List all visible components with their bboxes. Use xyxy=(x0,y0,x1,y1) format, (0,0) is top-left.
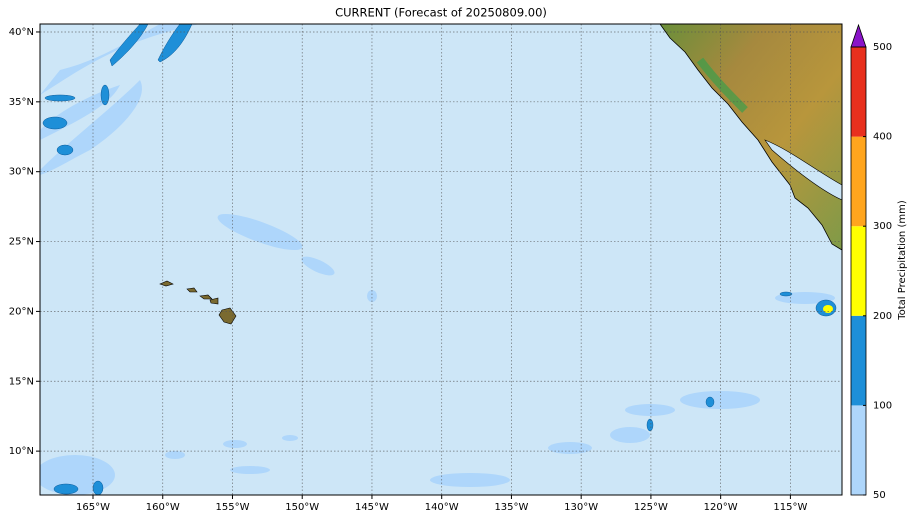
x-tick-label: 160°W xyxy=(146,502,180,513)
island xyxy=(159,280,174,287)
precip-light xyxy=(40,24,835,495)
precip-core xyxy=(157,24,193,63)
precip-core xyxy=(705,396,715,408)
precip-blob xyxy=(610,427,650,443)
precip-blob xyxy=(430,473,510,487)
x-tick-label: 140°W xyxy=(425,502,459,513)
precip-core xyxy=(109,24,149,67)
x-tick-label: 135°W xyxy=(494,502,528,513)
precip-blob xyxy=(165,451,185,459)
island xyxy=(218,307,237,325)
map-title: CURRENT (Forecast of 20250809.00) xyxy=(335,6,547,20)
precip-blob xyxy=(625,404,675,416)
precip-core xyxy=(100,84,110,106)
ocean xyxy=(40,24,842,495)
colorbar-tick-label: 500 xyxy=(873,42,892,53)
colorbar-segment xyxy=(851,405,866,495)
x-tick-label: 130°W xyxy=(564,502,598,513)
precip-blob xyxy=(282,435,298,441)
y-tick-label: 30°N xyxy=(9,167,34,178)
y-tick-label: 35°N xyxy=(9,97,34,108)
map-frame xyxy=(39,23,843,496)
x-tick-label: 165°W xyxy=(76,502,110,513)
colorbar-segment xyxy=(851,47,866,137)
colorbar-frame xyxy=(850,46,867,496)
precip-core xyxy=(92,480,104,495)
x-tick-label: 155°W xyxy=(215,502,249,513)
colorbar-tick-label: 100 xyxy=(873,400,892,411)
colorbar-segment xyxy=(851,226,866,316)
colorbar-tick-label: 200 xyxy=(873,311,892,322)
precip-blob xyxy=(367,290,377,302)
colorbar-label: Total Precipitation (mm) xyxy=(897,200,908,321)
precip-blob xyxy=(548,442,592,454)
island xyxy=(209,297,219,305)
y-tick-label: 20°N xyxy=(9,306,34,317)
y-tick-label: 25°N xyxy=(9,237,34,248)
x-tick-label: 145°W xyxy=(355,502,389,513)
colorbar-tick-label: 400 xyxy=(873,132,892,143)
graticule xyxy=(40,24,842,495)
precip-core xyxy=(42,116,68,130)
coastal-range xyxy=(696,57,748,113)
precip-blob xyxy=(301,256,335,276)
precip-dark xyxy=(42,24,837,495)
colorbar-segment xyxy=(851,136,866,227)
x-tick-label: 125°W xyxy=(634,502,668,513)
precip-blob xyxy=(223,440,247,448)
precip-blob xyxy=(217,213,303,251)
island xyxy=(186,287,198,293)
colorbar: 50 100 200 300 400 500 xyxy=(850,23,892,501)
island xyxy=(199,294,213,300)
y-tick-label: 40°N xyxy=(9,27,34,38)
precip-blob xyxy=(230,466,270,474)
precip-core xyxy=(56,144,74,156)
x-tick-label: 120°W xyxy=(704,502,738,513)
colorbar-tick-label: 50 xyxy=(873,490,886,501)
precip-core xyxy=(779,291,793,297)
north-america-land xyxy=(659,24,842,251)
precip-core xyxy=(44,94,76,102)
y-tick-label: 10°N xyxy=(9,446,34,457)
colorbar-segment xyxy=(851,315,866,406)
colorbar-tick-label: 300 xyxy=(873,221,892,232)
precip-core xyxy=(53,483,79,495)
colorbar-extend xyxy=(850,23,867,48)
precip-blob xyxy=(680,391,760,409)
x-tick-label: 115°W xyxy=(773,502,807,513)
y-tick-label: 15°N xyxy=(9,376,34,387)
x-tick-label: 150°W xyxy=(285,502,319,513)
precip-peak xyxy=(823,305,833,313)
map-area xyxy=(40,24,842,495)
precip-core xyxy=(646,418,654,432)
hawaii xyxy=(159,280,237,325)
gulf-of-california xyxy=(764,139,842,201)
